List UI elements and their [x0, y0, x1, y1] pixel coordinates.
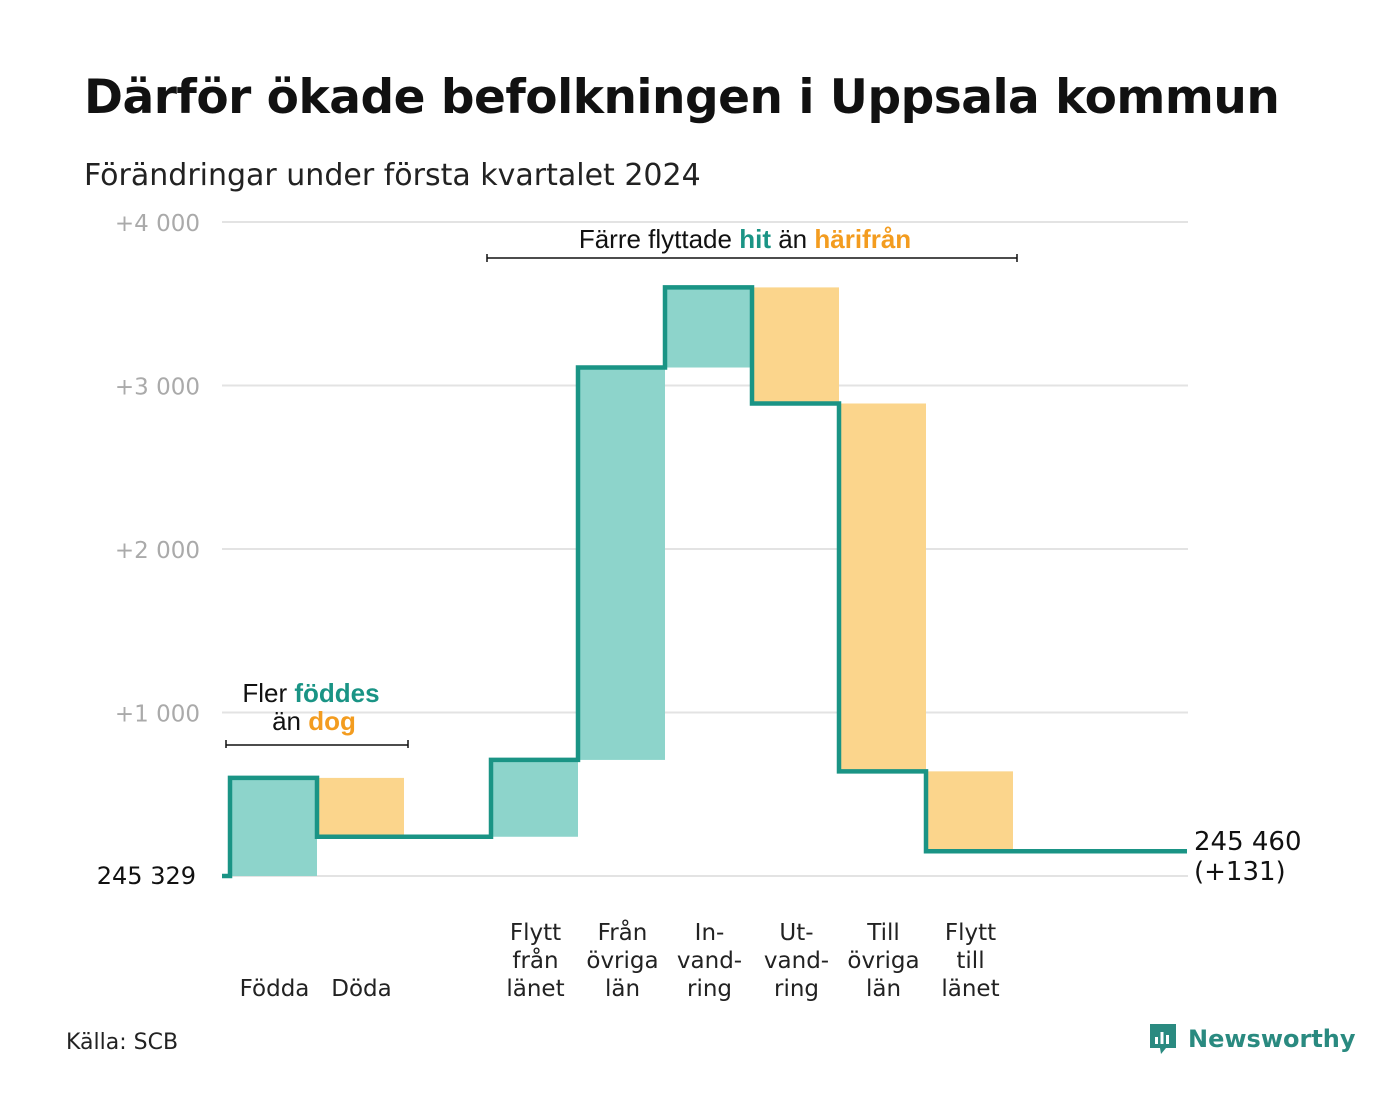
- bar-0: [232, 777, 317, 876]
- annotation-births-line2-part-0: än: [272, 706, 308, 736]
- annotation-births-line1-part-0: Fler: [242, 678, 294, 708]
- annotation-migration-part-2: än: [771, 224, 814, 254]
- cumulative-step-line: [222, 285, 1187, 879]
- annotation-births-line2: än dog: [272, 706, 356, 736]
- bar-5: [665, 287, 752, 368]
- annotation-births-bracket: [225, 740, 409, 748]
- annotation-migration-part-1: hit: [739, 224, 771, 254]
- bar-3: [491, 759, 578, 837]
- bar-6: [752, 287, 839, 404]
- annotation-births-line1-part-1: föddes: [294, 678, 379, 708]
- category-label-6-1: vand-: [764, 948, 829, 974]
- bar-8: [926, 771, 1013, 852]
- category-label-1-0: Döda: [331, 976, 391, 1002]
- annotation-births-line2-part-1: dog: [308, 706, 356, 736]
- category-label-0-0: Födda: [240, 976, 310, 1002]
- category-label-4-2: län: [605, 976, 640, 1002]
- category-label-7-2: län: [866, 976, 901, 1002]
- newsworthy-logo-icon: [1150, 1024, 1176, 1054]
- category-label-5-1: vand-: [677, 948, 742, 974]
- brand: Newsworthy: [1148, 1022, 1356, 1056]
- chart-subtitle: Förändringar under första kvartalet 2024: [84, 158, 701, 193]
- brand-name: Newsworthy: [1188, 1025, 1356, 1053]
- annotation-births-line1: Fler föddes: [242, 678, 379, 708]
- category-label-4-0: Från: [598, 918, 648, 946]
- bar-7: [839, 403, 926, 772]
- end-value-label: 245 460: [1194, 827, 1302, 857]
- chart-title: Därför ökade befolkningen i Uppsala komm…: [84, 70, 1280, 125]
- category-label-7-0: Till: [866, 920, 900, 946]
- category-label-3-2: länet: [506, 976, 564, 1002]
- category-label-5-2: ring: [687, 976, 732, 1002]
- annotation-migration: Färre flyttade hit än härifrån: [579, 224, 911, 254]
- category-label-8-1: till: [956, 948, 984, 974]
- category-label-4-1: övriga: [586, 948, 658, 974]
- y-tick-label-2: +3 000: [115, 375, 200, 401]
- bar-4: [578, 367, 665, 760]
- category-label-8-2: länet: [941, 976, 999, 1002]
- category-label-6-2: ring: [774, 976, 819, 1002]
- bar-1: [317, 777, 404, 837]
- y-tick-label-0: +1 000: [115, 702, 200, 728]
- category-label-5-0: In-: [695, 920, 725, 946]
- end-change-label: (+131): [1194, 857, 1286, 887]
- category-label-3-0: Flytt: [510, 920, 561, 946]
- annotation-migration-part-3: härifrån: [814, 224, 911, 254]
- category-label-8-0: Flytt: [945, 920, 996, 946]
- category-label-3-1: från: [512, 946, 558, 974]
- y-tick-label-1: +2 000: [115, 538, 200, 564]
- category-label-6-0: Ut-: [779, 920, 813, 946]
- y-tick-label-3: +4 000: [115, 211, 200, 237]
- source-note: Källa: SCB: [66, 1030, 179, 1055]
- baseline-value-label: 245 329: [97, 862, 196, 890]
- annotation-migration-bracket: [486, 254, 1018, 262]
- category-label-7-1: övriga: [847, 948, 919, 974]
- annotation-migration-part-0: Färre flyttade: [579, 224, 739, 254]
